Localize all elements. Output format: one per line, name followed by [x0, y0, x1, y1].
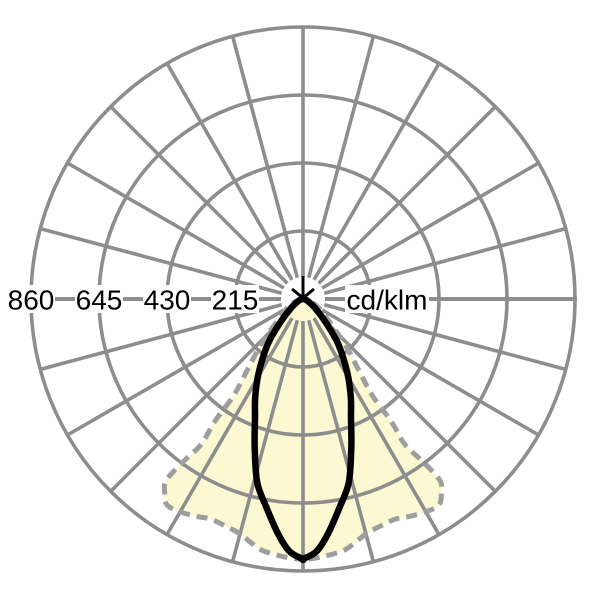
angular-grid-line: [39, 302, 283, 372]
angular-grid-line: [66, 161, 285, 290]
angular-grid-line: [317, 313, 497, 493]
angular-grid-line: [306, 319, 376, 563]
angular-grid-line: [109, 105, 289, 285]
angular-grid-line: [66, 308, 285, 437]
angular-grid-line: [317, 105, 497, 285]
unit-label: cd/klm: [347, 285, 428, 316]
tick-label-backplate: [143, 285, 191, 313]
angular-grid-line: [109, 313, 289, 493]
radial-tick-label: 645: [76, 285, 123, 316]
angular-grid-line: [165, 317, 294, 536]
c0-c180-curve: [251, 295, 355, 564]
angular-grid-line: [321, 308, 540, 437]
angular-grid-line: [312, 317, 441, 536]
tick-label-backplate: [7, 285, 55, 313]
luminaire-symbol-wings: [291, 287, 315, 300]
angular-grid-line: [306, 35, 376, 279]
angular-grid-line: [230, 35, 300, 279]
radial-tick-label: 860: [8, 285, 55, 316]
angular-grid-line: [230, 319, 300, 563]
tick-label-backplate: [75, 285, 123, 313]
angular-grid-line: [312, 62, 441, 281]
angular-grid-line: [39, 226, 283, 296]
radial-tick-label: 215: [212, 285, 259, 316]
radial-tick-label: 430: [144, 285, 191, 316]
tick-label-backplate: [211, 285, 259, 313]
angular-grid-line: [323, 226, 567, 296]
angular-grid-line: [321, 161, 540, 290]
unit-label-backplate: [345, 285, 429, 313]
angular-grid-line: [323, 302, 567, 372]
angular-grid-line: [165, 62, 294, 281]
